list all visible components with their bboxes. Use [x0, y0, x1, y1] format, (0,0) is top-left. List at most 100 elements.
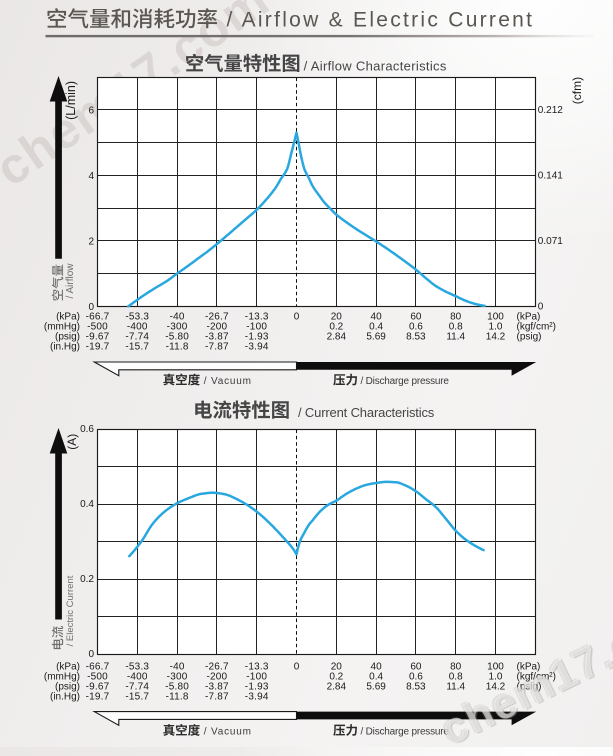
- svg-text:-15.7: -15.7: [125, 342, 149, 353]
- svg-text:5.69: 5.69: [366, 332, 386, 343]
- svg-text:11.4: 11.4: [446, 332, 465, 343]
- svg-text:-100: -100: [246, 322, 267, 333]
- svg-text:-400: -400: [127, 322, 148, 333]
- svg-text:0.2: 0.2: [80, 574, 94, 585]
- svg-text:1.0: 1.0: [489, 322, 503, 333]
- svg-text:-53.3: -53.3: [125, 661, 149, 672]
- svg-text:-3.94: -3.94: [245, 342, 269, 353]
- svg-text:11.4: 11.4: [446, 681, 465, 692]
- svg-text:80: 80: [450, 312, 462, 323]
- svg-text:0.212: 0.212: [538, 105, 563, 116]
- svg-text:-15.7: -15.7: [125, 691, 149, 702]
- svg-text:0.6: 0.6: [80, 424, 94, 435]
- svg-text:20: 20: [331, 312, 343, 323]
- svg-text:(kPa): (kPa): [56, 312, 80, 323]
- svg-text:2.84: 2.84: [327, 332, 347, 343]
- svg-text:/ Vacuum: / Vacuum: [204, 376, 252, 387]
- svg-text:-26.7: -26.7: [205, 661, 229, 672]
- svg-text:-1.93: -1.93: [245, 681, 269, 692]
- svg-text:(mmHg): (mmHg): [44, 322, 80, 333]
- svg-text:-200: -200: [206, 671, 227, 682]
- svg-text:/ Electric Current: / Electric Current: [65, 575, 76, 646]
- svg-text:80: 80: [450, 661, 462, 672]
- svg-text:-300: -300: [167, 671, 188, 682]
- svg-text:(psig): (psig): [517, 681, 542, 692]
- svg-text:/ Airflow Characteristics: / Airflow Characteristics: [304, 58, 447, 73]
- svg-text:60: 60: [410, 661, 422, 672]
- svg-text:0: 0: [294, 312, 300, 323]
- svg-text:4: 4: [88, 171, 94, 182]
- svg-text:-7.87: -7.87: [205, 691, 229, 702]
- svg-text:-1.93: -1.93: [245, 332, 269, 343]
- svg-text:0.4: 0.4: [369, 322, 383, 333]
- svg-text:0.2: 0.2: [329, 671, 343, 682]
- svg-text:40: 40: [371, 312, 383, 323]
- svg-text:/ Discharge pressure: / Discharge pressure: [361, 727, 450, 738]
- svg-text:-500: -500: [87, 671, 108, 682]
- svg-text:0.141: 0.141: [538, 171, 563, 182]
- svg-text:(kgf/cm²): (kgf/cm²): [517, 671, 556, 682]
- svg-text:/ Airflow: / Airflow: [65, 263, 76, 299]
- svg-text:40: 40: [371, 661, 383, 672]
- svg-text:-100: -100: [246, 671, 267, 682]
- svg-text:-13.3: -13.3: [245, 312, 269, 323]
- svg-text:(in.Hg): (in.Hg): [50, 691, 80, 702]
- svg-text:-40: -40: [170, 661, 185, 672]
- svg-text:6: 6: [88, 105, 94, 116]
- svg-text:/ Airflow & Electric Current: / Airflow & Electric Current: [227, 9, 535, 32]
- svg-text:1.0: 1.0: [489, 671, 503, 682]
- svg-text:-66.7: -66.7: [86, 312, 110, 323]
- svg-text:-3.87: -3.87: [205, 332, 229, 343]
- svg-text:/ Current Characteristics: / Current Characteristics: [298, 405, 435, 420]
- svg-text:0: 0: [538, 302, 544, 313]
- svg-text:-11.8: -11.8: [166, 342, 189, 353]
- svg-text:0.4: 0.4: [369, 671, 383, 682]
- svg-text:14.2: 14.2: [486, 681, 506, 692]
- svg-text:-7.87: -7.87: [205, 342, 229, 353]
- svg-text:20: 20: [331, 661, 343, 672]
- svg-text:2: 2: [88, 236, 94, 247]
- svg-text:(psig): (psig): [517, 332, 542, 343]
- svg-text:(in.Hg): (in.Hg): [50, 342, 80, 353]
- svg-text:-19.7: -19.7: [86, 691, 110, 702]
- svg-text:-19.7: -19.7: [86, 342, 110, 353]
- svg-text:(psig): (psig): [55, 681, 80, 692]
- svg-text:-200: -200: [206, 322, 227, 333]
- svg-text:-53.3: -53.3: [125, 312, 149, 323]
- svg-text:100: 100: [487, 661, 504, 672]
- svg-text:-7.74: -7.74: [125, 681, 149, 692]
- svg-text:60: 60: [410, 312, 422, 323]
- svg-text:-13.3: -13.3: [245, 661, 269, 672]
- svg-text:0.8: 0.8: [449, 322, 463, 333]
- svg-text:0.071: 0.071: [538, 236, 563, 247]
- svg-text:/ Discharge pressure: / Discharge pressure: [361, 376, 450, 387]
- svg-text:(psig): (psig): [55, 332, 80, 343]
- svg-text:0: 0: [294, 661, 300, 672]
- svg-text:-40: -40: [170, 312, 185, 323]
- svg-text:-26.7: -26.7: [205, 312, 229, 323]
- svg-text:0.6: 0.6: [409, 671, 423, 682]
- svg-text:-5.80: -5.80: [165, 681, 189, 692]
- svg-text:8.53: 8.53: [406, 681, 426, 692]
- svg-text:14.2: 14.2: [486, 332, 506, 343]
- svg-text:-500: -500: [87, 322, 108, 333]
- svg-text:-400: -400: [127, 671, 148, 682]
- svg-text:0.2: 0.2: [329, 322, 343, 333]
- svg-text:0.6: 0.6: [409, 322, 423, 333]
- svg-text:8.53: 8.53: [406, 332, 426, 343]
- svg-text:-7.74: -7.74: [125, 332, 149, 343]
- svg-text:-3.94: -3.94: [245, 691, 269, 702]
- svg-text:(kgf/cm²): (kgf/cm²): [517, 322, 556, 333]
- svg-text:0.4: 0.4: [80, 499, 94, 510]
- svg-text:2.84: 2.84: [327, 681, 347, 692]
- svg-text:-11.8: -11.8: [166, 691, 189, 702]
- svg-text:0.8: 0.8: [449, 671, 463, 682]
- svg-text:(A): (A): [65, 434, 79, 450]
- svg-text:-300: -300: [167, 322, 188, 333]
- svg-text:0: 0: [88, 649, 94, 660]
- svg-text:(kPa): (kPa): [517, 312, 541, 323]
- svg-text:(cfm): (cfm): [570, 77, 584, 104]
- svg-text:(mmHg): (mmHg): [44, 671, 80, 682]
- svg-text:0: 0: [88, 302, 94, 313]
- svg-text:(kPa): (kPa): [56, 661, 80, 672]
